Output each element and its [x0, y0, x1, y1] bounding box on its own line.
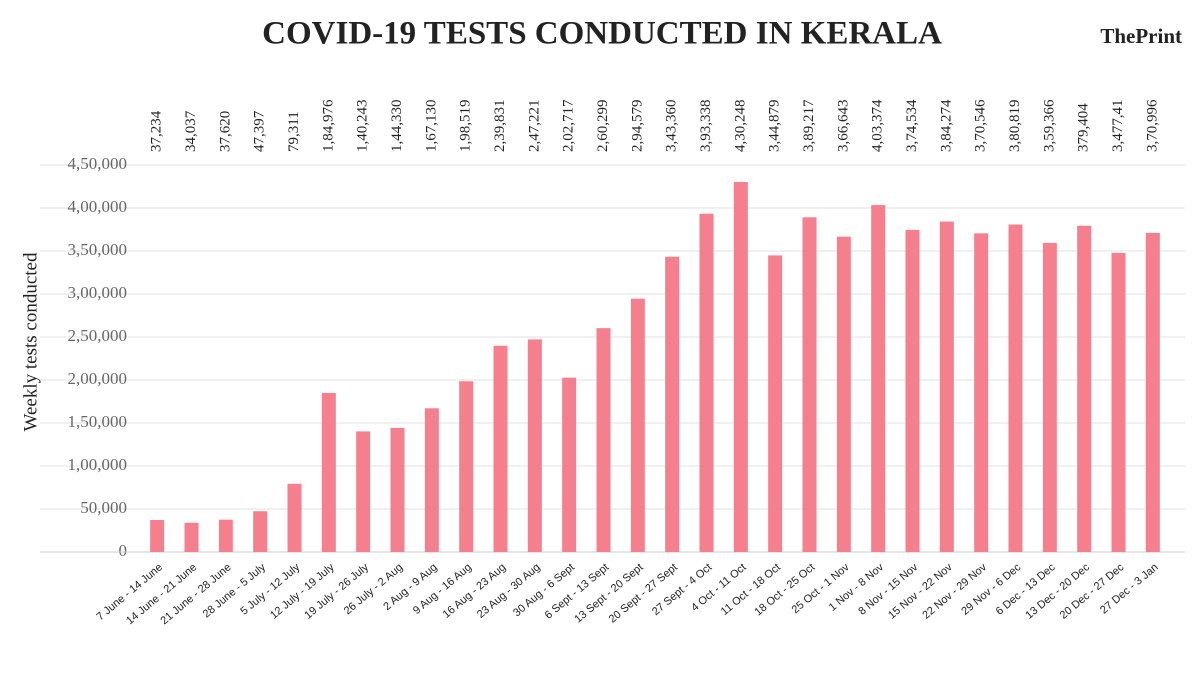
- x-tick-label: 27 Sept - 4 Oct: [650, 561, 714, 618]
- value-label: 3,84,274: [938, 99, 954, 152]
- value-label: 3,70,996: [1144, 99, 1160, 152]
- value-label: 379,404: [1076, 103, 1092, 152]
- bar: [871, 205, 886, 552]
- bar: [424, 408, 439, 552]
- bar: [939, 221, 954, 552]
- bar: [321, 392, 336, 552]
- bar: [1008, 224, 1023, 552]
- x-tick-label: 18 Oct - 25 Oct: [752, 561, 817, 618]
- bar: [699, 213, 714, 553]
- value-label: 3,59,366: [1041, 99, 1057, 152]
- bar: [596, 328, 611, 552]
- bar: [150, 519, 165, 552]
- bar: [287, 483, 302, 552]
- value-label: 79,311: [286, 111, 302, 152]
- chart-title: COVID-19 TESTS CONDUCTED IN KERALA: [262, 16, 942, 52]
- value-label: 3,477,41: [1110, 100, 1126, 153]
- value-label: 4,30,248: [732, 100, 748, 153]
- y-tick-label: 0: [119, 541, 128, 560]
- bar: [974, 233, 989, 552]
- bar: [836, 236, 851, 553]
- bar: [1145, 232, 1160, 553]
- value-label: 3,70,546: [973, 99, 989, 152]
- y-tick-label: 4,50,000: [68, 154, 128, 173]
- bar: [459, 381, 474, 552]
- bar: [1077, 225, 1092, 552]
- value-label: 1,67,130: [423, 100, 439, 153]
- value-label: 37,620: [217, 111, 233, 152]
- value-label: 2,60,299: [595, 100, 611, 153]
- bar: [1111, 252, 1126, 552]
- bar: [1042, 242, 1057, 552]
- y-tick-label: 1,50,000: [68, 412, 128, 431]
- y-tick-label: 50,000: [80, 498, 127, 517]
- value-label: 3,66,643: [835, 100, 851, 153]
- bar: [493, 345, 508, 552]
- value-label: 1,44,330: [389, 100, 405, 153]
- y-tick-label: 4,00,000: [68, 197, 128, 216]
- bar: [527, 339, 542, 552]
- value-label: 3,89,217: [801, 99, 817, 152]
- x-tick-label: 26 July - 2 Aug: [342, 561, 405, 617]
- bar: [356, 431, 371, 552]
- bar: [562, 377, 577, 552]
- value-label: 3,93,338: [698, 100, 714, 153]
- value-label: 34,037: [183, 110, 199, 152]
- bar: [905, 229, 920, 552]
- value-label: 1,84,976: [320, 99, 336, 152]
- y-tick-label: 3,00,000: [68, 283, 128, 302]
- value-label: 3,74,534: [904, 99, 920, 152]
- bar: [630, 298, 645, 552]
- bar: [184, 522, 199, 552]
- value-label: 2,02,717: [561, 99, 577, 152]
- value-label: 3,44,879: [767, 100, 783, 153]
- bar: [665, 256, 680, 552]
- y-axis-label: Weekly tests conducted: [20, 252, 41, 431]
- brand: ThePrint: [1100, 24, 1182, 48]
- value-label: 3,43,360: [664, 100, 680, 153]
- bar: [390, 427, 405, 552]
- bar: [733, 181, 748, 552]
- bar: [253, 511, 268, 552]
- value-label: 37,234: [149, 110, 165, 152]
- y-tick-label: 3,50,000: [68, 240, 128, 259]
- y-tick-label: 1,00,000: [68, 455, 128, 474]
- bar: [802, 217, 817, 552]
- x-tick-label: 9 Aug - 16 Aug: [411, 561, 474, 617]
- x-tick-label: 11 Oct - 18 Oct: [719, 561, 783, 618]
- value-label: 2,94,579: [629, 100, 645, 153]
- y-tick-label: 2,50,000: [68, 326, 128, 345]
- value-label: 2,47,221: [526, 100, 542, 153]
- value-label: 4,03,374: [870, 99, 886, 152]
- value-label: 3,80,819: [1007, 100, 1023, 153]
- value-label: 1,98,519: [458, 100, 474, 153]
- bar: [768, 255, 783, 552]
- x-tick-label: 29 Nov - 6 Dec: [959, 561, 1023, 618]
- value-label: 47,397: [252, 110, 268, 152]
- value-label: 1,40,243: [355, 100, 371, 153]
- bar: [218, 519, 233, 552]
- y-tick-label: 2,00,000: [68, 369, 128, 388]
- value-label: 2,39,831: [492, 100, 508, 153]
